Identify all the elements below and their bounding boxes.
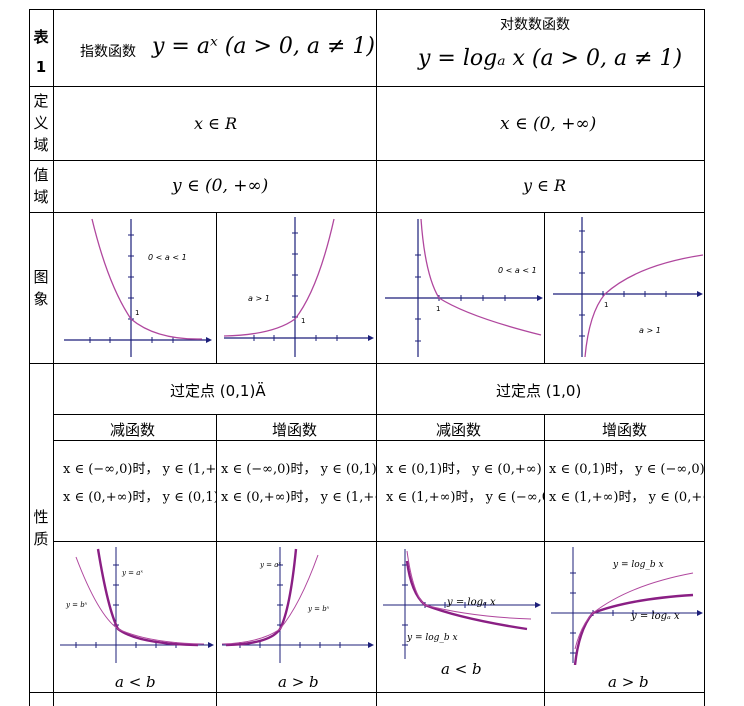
c4-caption: a > b (608, 673, 649, 691)
subheader-exp-inc: 增函数 (272, 421, 318, 439)
domain-label: 定 义 域 (33, 92, 49, 154)
graph-exp-dec-label: 0 < a < 1 (148, 253, 187, 262)
row-divider-range (29, 212, 705, 213)
graph-log-decreasing: 0 < a < 1 1 (385, 218, 543, 357)
row-divider-props (53, 541, 705, 542)
graph-log-dec-tick: 1 (436, 305, 440, 313)
graph-label: 图 象 (33, 268, 49, 308)
graph-exp-decreasing: 0 < a < 1 1 (64, 218, 212, 357)
exp-formula: y = aˣ (a > 0, a ≠ 1) (152, 34, 375, 59)
row-divider-graph (29, 363, 705, 364)
prop-c3-line1: x ∈ (0,1)时， y ∈ (0,+∞) (386, 462, 542, 477)
range-exp: y ∈ (0, +∞) (172, 176, 269, 196)
log-fixed-point: 过定点 (1,0) (496, 382, 582, 400)
c4-lb-label: y = log_b x (612, 560, 664, 570)
prop-c1-line2: x ∈ (0,+∞)时， y ∈ (0,1) (63, 490, 216, 505)
row-divider-bottom (29, 692, 705, 693)
c3-lb-label: y = log_b x (406, 633, 458, 643)
c1-caption: a < b (115, 673, 156, 691)
graph-exp-dec-tick: 1 (135, 309, 139, 317)
graph-exp-inc-tick: 1 (301, 317, 305, 325)
graph-log-inc-label: a > 1 (639, 326, 661, 335)
graph-divider-exp (216, 213, 217, 363)
domain-exp: x ∈ R (194, 114, 238, 133)
c2-yb-label: y = bˣ (307, 605, 330, 613)
graph-exp-increasing: a > 1 1 (223, 217, 374, 357)
props-label: 性 质 (33, 508, 49, 548)
prop-c4-line2: x ∈ (1,+∞)时， y ∈ (0,+∞) (549, 490, 704, 505)
prop-divider-exp (216, 414, 217, 706)
c3-caption: a < b (441, 660, 482, 678)
c4-la-label: y = logₐ x (630, 611, 680, 622)
range-label: 值 域 (33, 166, 49, 206)
subheader-log-dec: 减函数 (436, 421, 482, 439)
range-log: y ∈ R (523, 176, 567, 195)
graph-divider-log (544, 213, 545, 363)
graph-log-inc-tick: 1 (604, 301, 608, 309)
table-col-divider-2 (376, 9, 377, 706)
log-title: 对数数函数 (500, 17, 570, 33)
compare-log-dec: y = logₐ x y = log_b x (383, 549, 541, 659)
table-border-left (29, 9, 30, 706)
graph-log-dec-label: 0 < a < 1 (498, 266, 537, 275)
exp-fixed-point: 过定点 (0,1)Ä (170, 382, 266, 400)
c1-ya-label: y = aˣ (121, 569, 143, 577)
row-divider-fixedpoint (53, 414, 705, 415)
table-label: 表1 (33, 28, 49, 76)
graph-exp-inc-label: a > 1 (248, 294, 270, 303)
prop-c1-line1: x ∈ (−∞,0)时， y ∈ (1,+∞) (63, 462, 216, 477)
row-divider-subheader (53, 440, 705, 441)
subheader-log-inc: 增函数 (602, 421, 648, 439)
compare-exp-dec: y = aˣ y = bˣ (60, 547, 214, 663)
table-border-top (29, 9, 705, 10)
exp-title: 指数函数 (80, 44, 136, 60)
c1-yb-label: y = bˣ (65, 601, 88, 609)
prop-divider-log (544, 414, 545, 706)
table-border-right (704, 9, 705, 706)
log-formula: y = logₐ x (a > 0, a ≠ 1) (418, 46, 683, 71)
prop-c2-line1: x ∈ (−∞,0)时， y ∈ (0,1) (221, 462, 376, 477)
prop-c3-line2: x ∈ (1,+∞)时， y ∈ (−∞,0) (386, 490, 544, 505)
c3-la-label: y = logₐ x (446, 597, 496, 608)
row-divider-domain (29, 160, 705, 161)
table-col-divider-1 (53, 9, 54, 706)
c2-caption: a > b (278, 673, 319, 691)
row-divider-header (29, 86, 705, 87)
prop-c2-line2: x ∈ (0,+∞)时， y ∈ (1,+∞) (221, 490, 376, 505)
compare-log-inc: y = log_b x y = logₐ x (551, 547, 703, 665)
prop-c4-line1: x ∈ (0,1)时， y ∈ (−∞,0) (549, 462, 704, 477)
compare-exp-inc: y = aˣ y = bˣ (221, 547, 374, 663)
c2-ya-label: y = aˣ (259, 561, 281, 569)
domain-log: x ∈ (0, +∞) (500, 114, 597, 134)
graph-log-increasing: a > 1 1 (553, 217, 703, 358)
subheader-exp-dec: 减函数 (110, 421, 156, 439)
